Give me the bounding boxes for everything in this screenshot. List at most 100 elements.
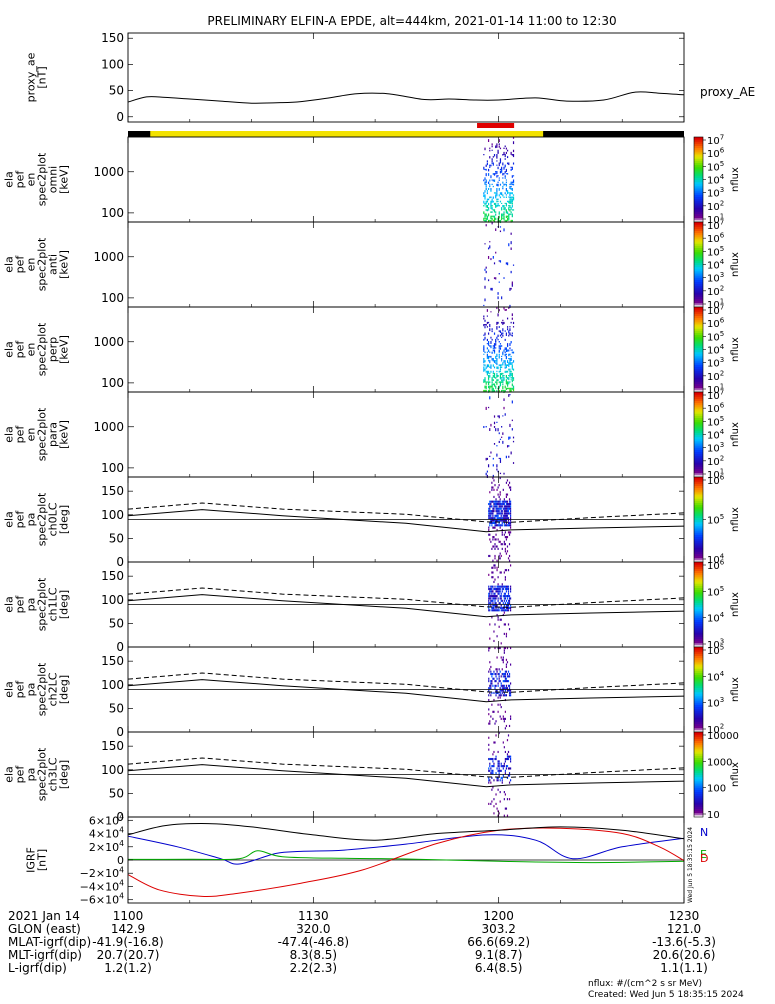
colorbar-label: nflux (730, 337, 741, 362)
panel-spec-anti: 1000100elapefenspec2plotanti[keV]1011021… (3, 219, 742, 312)
colorbar-segment (694, 787, 703, 790)
pa-spectrogram-cell (508, 521, 511, 524)
colorbar-segment (694, 579, 703, 582)
pa-spectrogram-cell (489, 691, 491, 694)
spectrogram-cell (485, 183, 487, 186)
colorbar-segment (694, 177, 703, 180)
spectrogram-cell (487, 370, 490, 374)
spectrogram-cell (505, 375, 507, 378)
spectrogram-cell (484, 332, 486, 336)
colorbar-segment (694, 540, 703, 544)
spectrogram-cell (505, 202, 507, 206)
pa-spectrogram-cell (506, 510, 509, 513)
spectrogram-cell (493, 202, 496, 205)
pa-spectrogram-cell (502, 767, 504, 770)
colorbar-segment (694, 647, 703, 650)
pa-spectrogram-cell (496, 677, 498, 680)
spectrogram-cell (491, 160, 493, 163)
spectrogram-cell (485, 389, 487, 393)
spectrogram-cell (483, 366, 485, 369)
pa-spectrogram-cell (502, 684, 504, 687)
pa-spectrogram-cell (503, 514, 505, 517)
spectrogram-cell (502, 162, 504, 166)
spectrogram-cell (493, 217, 496, 221)
spectrogram-cell (511, 364, 513, 368)
colorbar-segment (694, 774, 703, 778)
pa-spectrogram-cell (508, 597, 511, 600)
spectrogram-cell (502, 415, 504, 417)
spectrogram-cell (504, 347, 506, 350)
pa-spectrogram-cell (499, 670, 501, 673)
spectrogram-cell (487, 364, 490, 368)
pa-spectrogram-cell (501, 524, 503, 527)
pa-spectrogram-cell (509, 502, 512, 506)
spectrogram-cell (498, 145, 500, 148)
spectrogram-cell (501, 168, 503, 172)
spectrogram-cell (491, 389, 493, 393)
spectrogram-cell (492, 347, 494, 349)
spectrogram-cell (501, 366, 503, 369)
pa-spectrogram-cell (499, 618, 501, 621)
pa-spectrogram-cell (498, 765, 500, 768)
spectrogram-cell (490, 196, 492, 199)
y-axis-label: spec2plot (36, 492, 49, 546)
spectrogram-cell (496, 336, 498, 339)
pa-spectrogram-cell (488, 528, 490, 532)
pa-spectrogram-cell (495, 668, 497, 671)
pa-spectrogram-cell (506, 502, 509, 506)
spectrogram-cell (510, 198, 512, 201)
spectrogram-cell (492, 379, 494, 381)
y-tick-label: 6×104 (89, 812, 124, 827)
pa-spectrogram-cell (506, 493, 509, 496)
pa-spectrogram-cell (488, 748, 490, 751)
colorbar-segment (694, 302, 703, 306)
colorbar-segment (694, 396, 703, 399)
pa-spectrogram-cell (497, 703, 499, 706)
colorbar-segment (694, 555, 703, 559)
spectrogram-cell (486, 200, 488, 203)
ephemeris-cell: 9.1(8.7) (475, 948, 523, 962)
pa-spectrogram-cell (501, 609, 503, 612)
colorbar-segment (694, 538, 703, 542)
pa-spectrogram-cell (504, 687, 506, 690)
spectrogram-cell (489, 372, 491, 375)
pa-spectrogram-cell (506, 500, 509, 503)
colorbar-segment (694, 326, 703, 329)
spectrogram-cell (509, 381, 511, 383)
spectrogram-cell (501, 321, 503, 324)
pa-spectrogram-cell (504, 543, 506, 546)
spectrogram-cell (485, 173, 487, 177)
pa-spectrogram-cell (501, 583, 503, 586)
pa-spectrogram-cell (491, 590, 493, 593)
pa-spectrogram-cell (497, 576, 499, 579)
pa-spectrogram-cell (505, 677, 508, 680)
spectrogram-cell (491, 328, 493, 330)
y-axis-label: ch3LC (47, 757, 60, 791)
colorbar-segment (694, 443, 703, 446)
y-axis-label: en (25, 428, 38, 442)
pa-spectrogram-cell (488, 694, 490, 697)
spectrogram-cell (504, 209, 506, 211)
y-tick-label: 1000 (93, 420, 124, 434)
pa-spectrogram-cell (490, 680, 492, 683)
y-tick-label: 0 (116, 555, 124, 569)
spectrogram-cell (512, 387, 515, 391)
colorbar-segment (694, 506, 703, 510)
pa-spectrogram-cell (505, 502, 508, 506)
spectrogram-cell (511, 183, 513, 186)
spectrogram-cell (509, 358, 511, 361)
pa-spectrogram-cell (504, 512, 506, 515)
pa-spectrogram-cell (498, 587, 500, 591)
spectrogram-cell (509, 194, 511, 197)
pa-spectrogram-cell (507, 502, 510, 506)
spectrogram-cell (485, 200, 487, 203)
colorbar-segment (694, 670, 703, 673)
pa-spectrogram-cell (508, 486, 511, 489)
pa-spectrogram-cell (497, 762, 499, 765)
pa-spectrogram-cell (506, 739, 509, 742)
colorbar-segment (694, 154, 703, 157)
colorbar-segment (694, 145, 703, 149)
spectrogram-cell (492, 387, 494, 391)
y-axis-label: spec2plot (36, 322, 49, 376)
pa-spectrogram-cell (504, 578, 506, 581)
